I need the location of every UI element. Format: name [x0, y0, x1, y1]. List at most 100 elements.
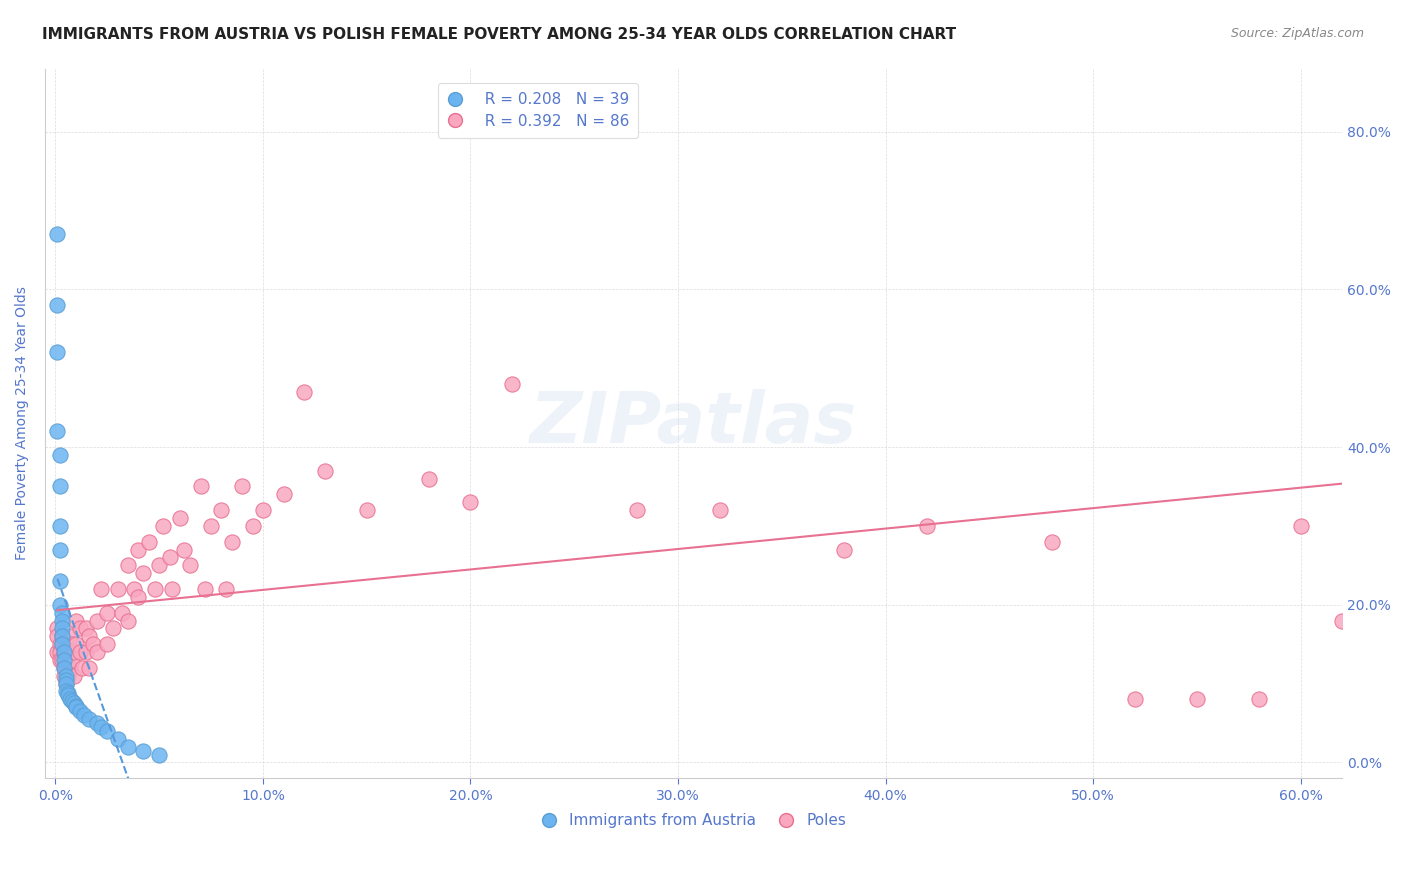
Point	[56, 645, 79, 659]
Point	[46, 345, 69, 359]
Point	[76, 621, 98, 635]
Point	[86, 716, 108, 731]
Point	[48, 519, 70, 533]
Point	[73, 708, 96, 723]
Point	[65, 614, 87, 628]
Point	[46, 629, 69, 643]
Point	[86, 614, 108, 628]
Point	[148, 558, 170, 573]
Point	[194, 582, 217, 596]
Point	[48, 653, 70, 667]
Point	[294, 384, 316, 399]
Point	[63, 696, 86, 710]
Point	[48, 645, 70, 659]
Point	[148, 747, 170, 762]
Point	[252, 503, 274, 517]
Point	[76, 645, 98, 659]
Text: IMMIGRANTS FROM AUSTRIA VS POLISH FEMALE POVERTY AMONG 25-34 YEAR OLDS CORRELATI: IMMIGRANTS FROM AUSTRIA VS POLISH FEMALE…	[42, 27, 956, 42]
Point	[96, 606, 118, 620]
Point	[60, 637, 83, 651]
Point	[1185, 692, 1208, 706]
Point	[51, 637, 73, 651]
Point	[131, 744, 153, 758]
Point	[152, 519, 174, 533]
Point	[117, 739, 139, 754]
Point	[626, 503, 648, 517]
Point	[55, 673, 77, 687]
Point	[107, 582, 129, 596]
Point	[832, 542, 855, 557]
Point	[190, 479, 212, 493]
Point	[59, 661, 82, 675]
Point	[65, 637, 87, 651]
Point	[51, 653, 73, 667]
Point	[173, 542, 195, 557]
Point	[48, 574, 70, 588]
Point	[143, 582, 166, 596]
Point	[1123, 692, 1146, 706]
Point	[48, 598, 70, 612]
Point	[48, 479, 70, 493]
Point	[69, 645, 91, 659]
Point	[122, 582, 145, 596]
Point	[82, 637, 104, 651]
Point	[60, 694, 83, 708]
Point	[460, 495, 482, 509]
Point	[107, 731, 129, 746]
Point	[709, 503, 731, 517]
Point	[86, 645, 108, 659]
Point	[52, 653, 75, 667]
Point	[51, 606, 73, 620]
Point	[52, 661, 75, 675]
Point	[63, 669, 86, 683]
Point	[77, 712, 100, 726]
Point	[46, 227, 69, 241]
Point	[127, 590, 149, 604]
Point	[77, 661, 100, 675]
Point	[65, 698, 87, 713]
Point	[117, 558, 139, 573]
Point	[117, 614, 139, 628]
Point	[231, 479, 253, 493]
Point	[90, 720, 112, 734]
Point	[127, 542, 149, 557]
Legend: Immigrants from Austria, Poles: Immigrants from Austria, Poles	[536, 807, 852, 834]
Point	[55, 653, 77, 667]
Point	[501, 376, 523, 391]
Point	[111, 606, 134, 620]
Point	[46, 645, 69, 659]
Point	[52, 669, 75, 683]
Point	[96, 637, 118, 651]
Point	[65, 700, 87, 714]
Point	[314, 464, 336, 478]
Point	[242, 519, 264, 533]
Point	[48, 637, 70, 651]
Point	[138, 534, 160, 549]
Point	[131, 566, 153, 581]
Point	[51, 629, 73, 643]
Point	[200, 519, 222, 533]
Point	[72, 661, 94, 675]
Point	[55, 684, 77, 698]
Point	[60, 653, 83, 667]
Point	[169, 511, 191, 525]
Point	[63, 645, 86, 659]
Point	[51, 629, 73, 643]
Point	[356, 503, 378, 517]
Point	[51, 621, 73, 635]
Point	[418, 472, 440, 486]
Text: Source: ZipAtlas.com: Source: ZipAtlas.com	[1230, 27, 1364, 40]
Point	[221, 534, 243, 549]
Point	[1040, 534, 1063, 549]
Point	[1289, 519, 1312, 533]
Point	[52, 645, 75, 659]
Point	[55, 661, 77, 675]
Point	[56, 669, 79, 683]
Point	[160, 582, 183, 596]
Point	[179, 558, 201, 573]
Point	[1249, 692, 1271, 706]
Text: ZIPatlas: ZIPatlas	[530, 389, 858, 458]
Point	[59, 692, 82, 706]
Point	[52, 661, 75, 675]
Point	[103, 621, 125, 635]
